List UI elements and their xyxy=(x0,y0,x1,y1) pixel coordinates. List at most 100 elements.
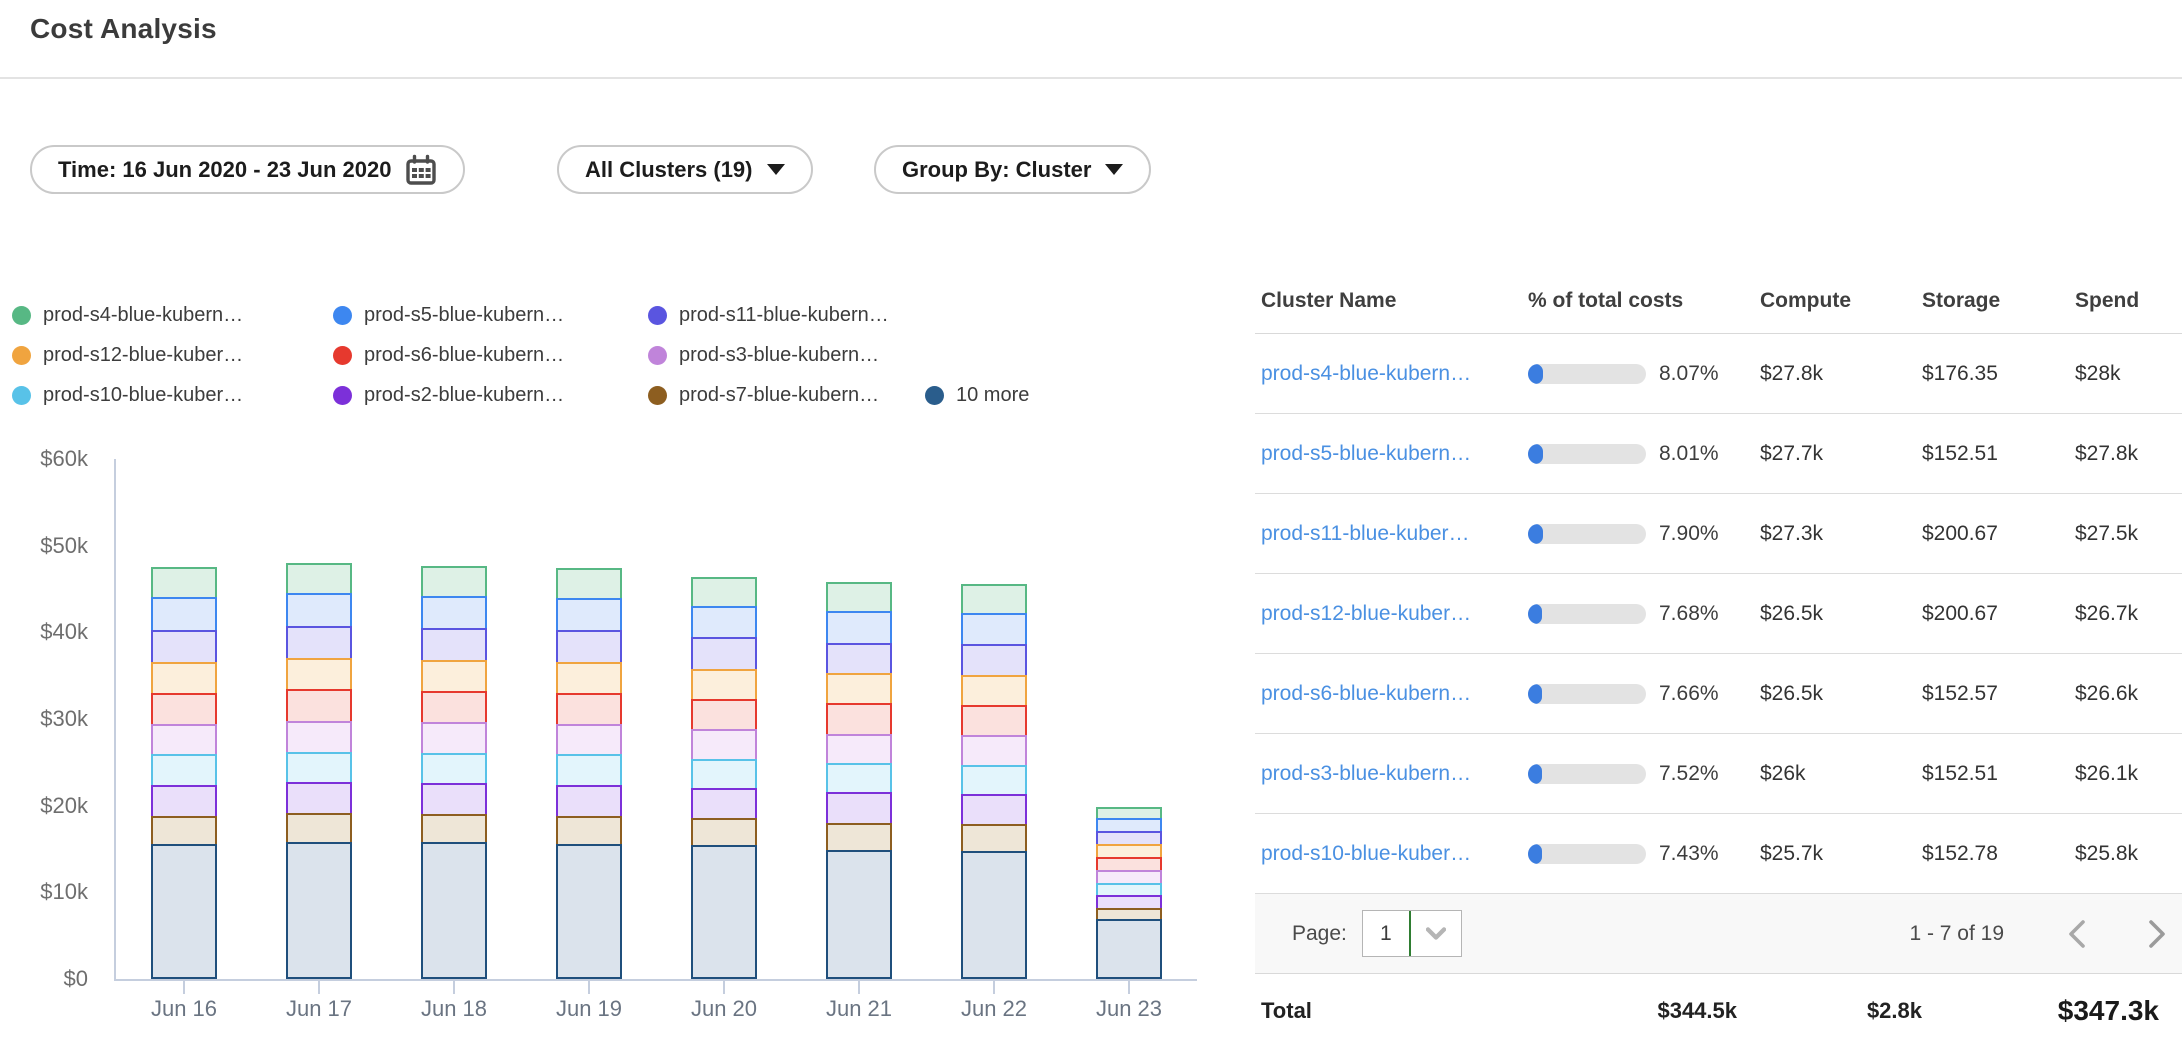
y-axis-tick-label: $50k xyxy=(0,533,88,559)
clusters-filter-dropdown[interactable]: All Clusters (19) xyxy=(557,145,813,194)
legend-dot-icon xyxy=(333,346,352,365)
stacked-bar[interactable] xyxy=(556,568,622,979)
bar-segment xyxy=(421,753,487,785)
pct-progress-bar xyxy=(1528,844,1646,864)
stacked-bar[interactable] xyxy=(151,567,217,979)
stacked-bar[interactable] xyxy=(421,566,487,979)
cluster-name-cell: prod-s4-blue-kubern… xyxy=(1255,362,1528,386)
x-axis-tick xyxy=(858,981,860,994)
legend-item[interactable]: prod-s6-blue-kubern… xyxy=(333,336,564,374)
stacked-bar[interactable] xyxy=(286,563,352,979)
spend-value: $28k xyxy=(2075,362,2182,386)
bar-segment xyxy=(286,626,352,660)
cluster-name-cell: prod-s6-blue-kubern… xyxy=(1255,682,1528,706)
x-axis-tick xyxy=(183,981,185,994)
time-range-label: Time: 16 Jun 2020 - 23 Jun 2020 xyxy=(58,157,391,183)
bar-segment xyxy=(556,844,622,979)
next-page-button[interactable] xyxy=(2146,918,2168,950)
chart-legend: prod-s4-blue-kubern… prod-s5-blue-kubern…… xyxy=(0,296,1240,416)
storage-value: $152.51 xyxy=(1922,442,2075,466)
bar-segment xyxy=(151,816,217,846)
pct-progress-bar xyxy=(1528,444,1646,464)
x-axis-tick xyxy=(993,981,995,994)
legend-label: prod-s12-blue-kuber… xyxy=(43,344,243,367)
cluster-link[interactable]: prod-s5-blue-kubern… xyxy=(1261,442,1471,465)
chevron-right-icon xyxy=(2146,918,2168,950)
storage-value: $176.35 xyxy=(1922,362,2075,386)
bar-segment xyxy=(961,735,1027,766)
bar-segment xyxy=(151,844,217,979)
cluster-link[interactable]: prod-s4-blue-kubern… xyxy=(1261,362,1471,385)
time-range-filter[interactable]: Time: 16 Jun 2020 - 23 Jun 2020 xyxy=(30,145,465,194)
stacked-bar[interactable] xyxy=(826,582,892,979)
calendar-icon xyxy=(405,154,437,186)
cluster-link[interactable]: prod-s12-blue-kuber… xyxy=(1261,602,1471,625)
x-axis-tick-label: Jun 18 xyxy=(394,996,514,1022)
bar-segment xyxy=(421,566,487,598)
x-axis-tick-label: Jun 22 xyxy=(934,996,1054,1022)
bar-segment xyxy=(826,643,892,675)
legend-dot-icon xyxy=(12,346,31,365)
page-select-value: 1 xyxy=(1363,911,1409,956)
bar-segment xyxy=(556,724,622,756)
cluster-link[interactable]: prod-s10-blue-kuber… xyxy=(1261,842,1471,865)
table-row: prod-s6-blue-kubern…7.66%$26.5k$152.57$2… xyxy=(1255,654,2182,734)
bar-segment xyxy=(556,662,622,695)
group-by-dropdown[interactable]: Group By: Cluster xyxy=(874,145,1151,194)
pct-value: 7.52% xyxy=(1659,762,1719,786)
legend-item[interactable]: prod-s11-blue-kubern… xyxy=(648,296,889,334)
bar-segment xyxy=(826,763,892,794)
legend-item[interactable]: prod-s5-blue-kubern… xyxy=(333,296,564,334)
stacked-bar[interactable] xyxy=(1096,807,1162,979)
col-header-compute: Compute xyxy=(1760,289,1922,313)
bar-segment xyxy=(421,814,487,844)
legend-item[interactable]: prod-s12-blue-kuber… xyxy=(12,336,243,374)
legend-dot-icon xyxy=(333,386,352,405)
bar-segment xyxy=(286,752,352,784)
stacked-bar[interactable] xyxy=(691,577,757,979)
bar-segment xyxy=(961,584,1027,615)
legend-item[interactable]: prod-s2-blue-kubern… xyxy=(333,376,564,414)
bar-segment xyxy=(421,691,487,724)
previous-page-button[interactable] xyxy=(2066,918,2088,950)
storage-value: $152.78 xyxy=(1922,842,2075,866)
bar-segment xyxy=(826,734,892,765)
x-axis-tick xyxy=(723,981,725,994)
cluster-link[interactable]: prod-s3-blue-kubern… xyxy=(1261,762,1471,785)
pct-of-total-cell: 7.68% xyxy=(1528,602,1760,626)
page-title: Cost Analysis xyxy=(30,13,217,45)
legend-dot-icon xyxy=(12,386,31,405)
bar-segment xyxy=(286,813,352,844)
bar-segment xyxy=(421,660,487,693)
bar-segment xyxy=(556,568,622,600)
storage-value: $152.51 xyxy=(1922,762,2075,786)
bar-segment xyxy=(421,842,487,979)
spend-value: $26.6k xyxy=(2075,682,2182,706)
legend-dot-icon xyxy=(648,306,667,325)
bar-segment xyxy=(556,598,622,632)
storage-value: $152.57 xyxy=(1922,682,2075,706)
legend-label: prod-s2-blue-kubern… xyxy=(364,384,564,407)
cluster-link[interactable]: prod-s11-blue-kuber… xyxy=(1261,522,1470,545)
legend-item[interactable]: prod-s4-blue-kubern… xyxy=(12,296,243,334)
x-axis-tick-label: Jun 19 xyxy=(529,996,649,1022)
legend-dot-icon xyxy=(12,306,31,325)
cost-bar-chart: $60k$50k$40k$30k$20k$10k$0 Jun 16Jun 17J… xyxy=(0,430,1240,1052)
table-total-row: Total $344.5k $2.8k $347.3k xyxy=(1255,974,2182,1048)
stacked-bar[interactable] xyxy=(961,584,1027,979)
caret-down-icon xyxy=(767,164,785,175)
table-row: prod-s11-blue-kuber…7.90%$27.3k$200.67$2… xyxy=(1255,494,2182,574)
cluster-link[interactable]: prod-s6-blue-kubern… xyxy=(1261,682,1471,705)
legend-label: prod-s3-blue-kubern… xyxy=(679,344,879,367)
page-select[interactable]: 1 xyxy=(1362,910,1462,957)
cluster-name-cell: prod-s11-blue-kuber… xyxy=(1255,522,1528,546)
bar-segment xyxy=(691,729,757,760)
compute-value: $26k xyxy=(1760,762,1922,786)
legend-item[interactable]: prod-s7-blue-kubern… xyxy=(648,376,879,414)
legend-item[interactable]: prod-s10-blue-kuber… xyxy=(12,376,243,414)
bar-segment xyxy=(961,765,1027,796)
legend-item[interactable]: prod-s3-blue-kubern… xyxy=(648,336,879,374)
legend-item[interactable]: 10 more xyxy=(925,376,1029,414)
bar-segment xyxy=(826,673,892,705)
bar-segment xyxy=(286,563,352,595)
